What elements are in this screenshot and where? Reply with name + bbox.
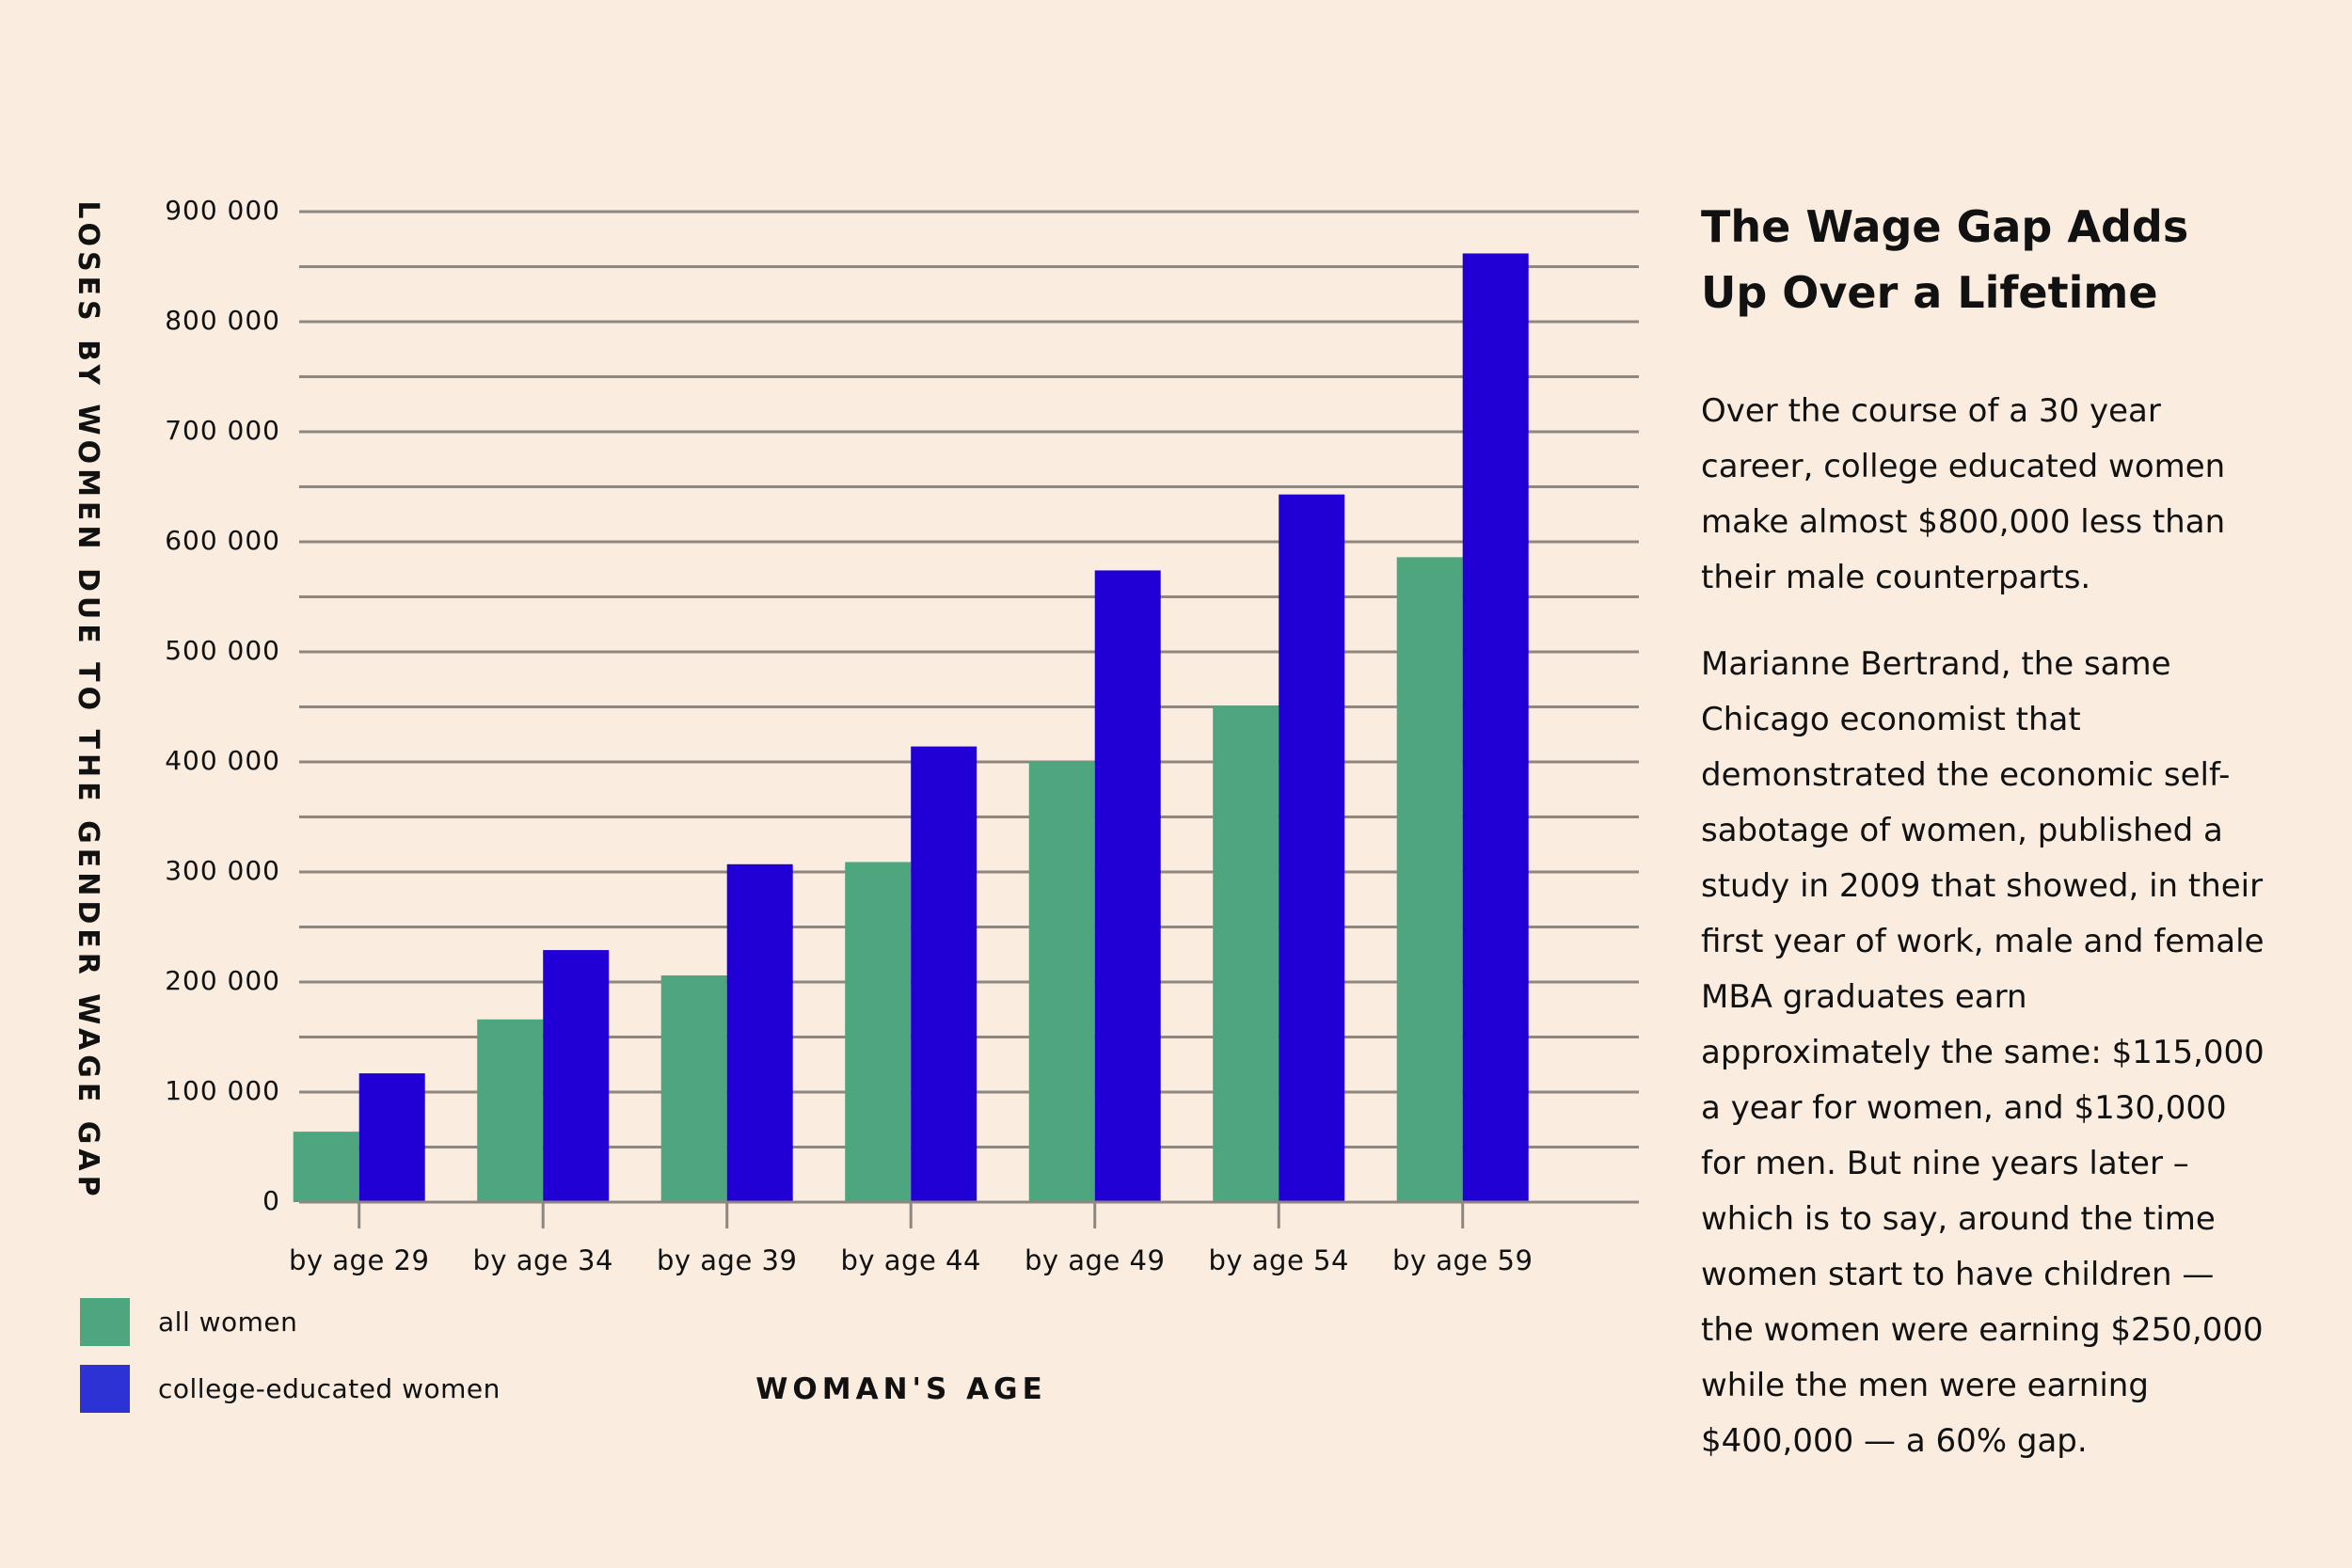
x-axis-title: WOMAN'S AGE bbox=[755, 1372, 1047, 1406]
x-axis bbox=[299, 1200, 1639, 1228]
bar-college-educated-women bbox=[1279, 494, 1345, 1202]
sidebar-paragraph-1: Over the course of a 30 year career, col… bbox=[1701, 392, 2226, 596]
y-tick-label: 300 000 bbox=[165, 855, 280, 886]
bar-college-educated-women bbox=[911, 746, 977, 1202]
x-tick-label: by age 29 bbox=[289, 1244, 429, 1276]
y-axis-title: LOSES BY WOMEN DUE TO THE GENDER WAGE GA… bbox=[72, 200, 104, 1200]
x-tick-label: by age 49 bbox=[1025, 1244, 1165, 1276]
legend-swatch-all-women bbox=[80, 1298, 130, 1346]
sidebar-title: The Wage Gap Adds Up Over a Lifetime bbox=[1701, 201, 2189, 318]
bar-all-women bbox=[660, 974, 727, 1202]
y-tick-labels: 0 100 000 200 000 300 000 400 000 500 000 600 … bbox=[165, 195, 280, 1216]
x-tick-label: by age 34 bbox=[472, 1244, 612, 1276]
x-tick-label: by age 59 bbox=[1392, 1244, 1533, 1276]
bar-all-women bbox=[1213, 705, 1279, 1202]
y-tick-label: 200 000 bbox=[165, 965, 280, 996]
y-tick-label: 900 000 bbox=[165, 195, 280, 226]
x-tick-label: by age 39 bbox=[657, 1244, 797, 1276]
y-tick-label: 800 000 bbox=[165, 305, 280, 336]
legend-label-college-educated-women: college-educated women bbox=[158, 1373, 501, 1404]
x-tick-label: by age 54 bbox=[1208, 1244, 1348, 1276]
y-tick-label: 600 000 bbox=[165, 525, 280, 556]
bar-all-women bbox=[477, 1019, 544, 1202]
legend-label-all-women: all women bbox=[158, 1307, 297, 1338]
bar-college-educated-women bbox=[543, 950, 610, 1202]
grid-lines bbox=[299, 210, 1639, 1148]
y-tick-label: 500 000 bbox=[165, 635, 280, 666]
legend: all women college-educated women bbox=[80, 1298, 501, 1413]
bar-college-educated-women bbox=[1462, 253, 1529, 1203]
bar-college-educated-women bbox=[726, 863, 793, 1202]
bars bbox=[293, 253, 1529, 1203]
y-tick-label: 700 000 bbox=[165, 415, 280, 446]
bar-college-educated-women bbox=[1094, 570, 1161, 1202]
sidebar-paragraph-2: Marianne Bertrand, the same Chicago econ… bbox=[1701, 645, 2265, 1460]
sidebar-text: The Wage Gap Adds Up Over a Lifetime Ove… bbox=[1701, 194, 2265, 1500]
x-tick-label: by age 44 bbox=[840, 1244, 980, 1276]
bar-all-women bbox=[845, 862, 912, 1202]
bar-all-women bbox=[1028, 762, 1095, 1202]
x-tick-labels: by age 29 by age 34 by age 39 by age 44 by a… bbox=[289, 1244, 1533, 1276]
bar-all-women bbox=[1396, 557, 1463, 1202]
legend-swatch-college-educated-women bbox=[80, 1365, 130, 1413]
bar-college-educated-women bbox=[358, 1073, 425, 1202]
y-tick-label: 100 000 bbox=[165, 1075, 280, 1106]
y-tick-label: 400 000 bbox=[165, 745, 280, 776]
y-tick-label: 0 bbox=[262, 1185, 280, 1216]
bar-all-women bbox=[293, 1132, 359, 1202]
